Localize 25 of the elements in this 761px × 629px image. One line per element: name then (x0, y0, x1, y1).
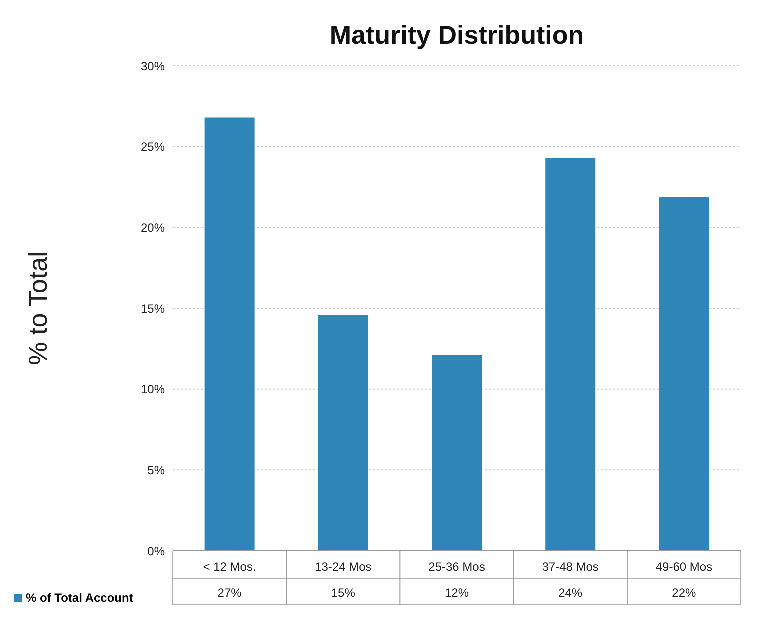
x-tick-label: < 12 Mos. (203, 560, 256, 574)
y-tick-label: 5% (148, 463, 166, 478)
y-axis-title: % to Total (23, 252, 54, 366)
legend-label: % of Total Account (26, 591, 134, 605)
data-label: 24% (558, 586, 583, 600)
bar (659, 196, 710, 551)
x-tick-label: 25-36 Mos (428, 560, 486, 574)
bar (204, 118, 255, 551)
y-tick-label: 20% (140, 220, 166, 235)
data-label: 27% (218, 586, 242, 600)
y-tick-label: 25% (140, 140, 166, 154)
data-label: 12% (444, 586, 470, 600)
y-tick-label: 10% (140, 382, 166, 397)
bar (546, 158, 596, 551)
bar (432, 355, 482, 551)
x-tick-label: 13-24 Mos (315, 560, 372, 574)
chart-title: Maturity Distribution (328, 20, 586, 51)
y-tick-label: 15% (140, 302, 166, 316)
data-label: 22% (672, 586, 697, 600)
x-tick-label: 37-48 Mos (542, 560, 599, 574)
bar (318, 314, 368, 551)
x-tick-label: 49-60 Mos (656, 560, 713, 574)
y-tick-label: 30% (140, 59, 166, 74)
data-label: 15% (331, 586, 356, 600)
y-tick-label: 0% (148, 544, 166, 558)
